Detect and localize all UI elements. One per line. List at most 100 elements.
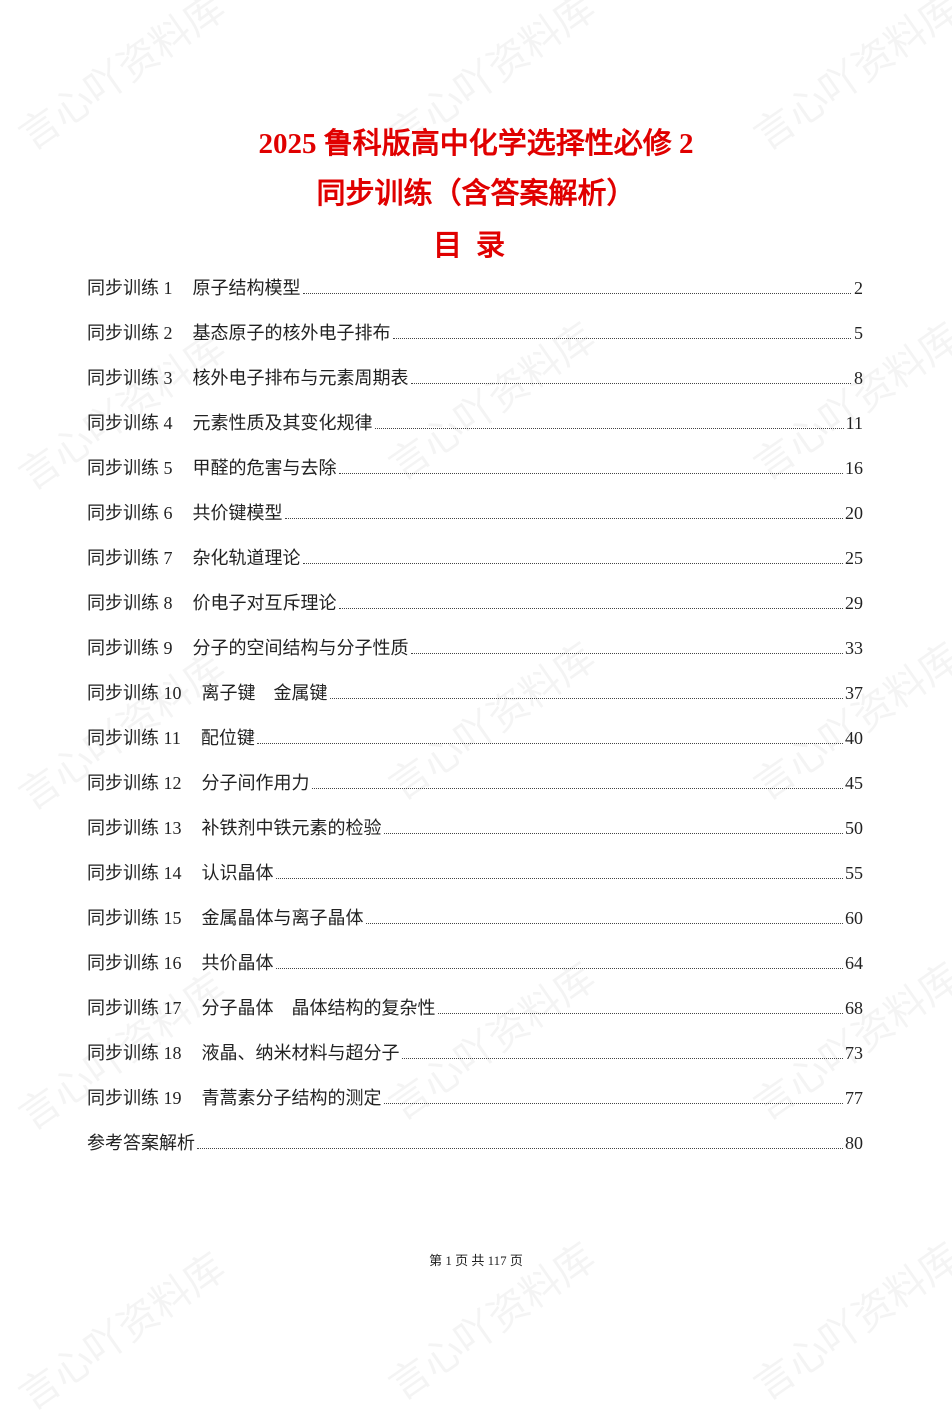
- toc-entry[interactable]: 同步训练 6 共价键模型 20: [87, 499, 863, 544]
- toc-entry[interactable]: 同步训练 10 离子键 金属键 37: [87, 679, 863, 724]
- toc-entry[interactable]: 同步训练 8 价电子对互斥理论 29: [87, 589, 863, 634]
- toc-entry-page: 80: [845, 1133, 863, 1153]
- toc-entry-page: 20: [845, 503, 863, 523]
- toc-dot-leader: [329, 698, 843, 699]
- toc-entry-title: 价电子对互斥理论: [192, 593, 337, 613]
- toc-dot-leader: [256, 743, 843, 744]
- toc-entry-page: 68: [845, 998, 863, 1018]
- toc-entry-page: 8: [854, 368, 863, 388]
- toc-entry-number: 同步训练 8: [87, 593, 173, 613]
- toc-entry-number: 同步训练 12: [87, 773, 182, 793]
- toc-entry-page: 60: [845, 908, 863, 928]
- toc-entry-page: 29: [845, 593, 863, 613]
- toc-entry-title: 分子间作用力: [201, 773, 310, 793]
- toc-entry-number: 同步训练 17: [87, 998, 182, 1018]
- toc-dot-leader: [275, 878, 843, 879]
- toc-entry-number: 同步训练 5: [87, 458, 173, 478]
- toc-entry[interactable]: 同步训练 3 核外电子排布与元素周期表 8: [87, 364, 863, 409]
- toc-entry[interactable]: 同步训练 15 金属晶体与离子晶体 60: [87, 904, 863, 949]
- toc-entry-title: 共价键模型: [192, 503, 283, 523]
- toc-entry[interactable]: 同步训练 19 青蒿素分子结构的测定 77: [87, 1084, 863, 1129]
- toc-dot-leader: [197, 1148, 843, 1149]
- toc-entry-number: 同步训练 1: [87, 278, 173, 298]
- toc-entry-title: 液晶、纳米材料与超分子: [201, 1043, 400, 1063]
- toc-entry-page: 50: [845, 818, 863, 838]
- toc-entry[interactable]: 同步训练 4 元素性质及其变化规律 11: [87, 409, 863, 454]
- toc-entry-number: 同步训练 2: [87, 323, 173, 343]
- toc-entry-page: 5: [854, 323, 863, 343]
- toc-dot-leader: [410, 383, 851, 384]
- toc-entry[interactable]: 同步训练 1 原子结构模型 2: [87, 274, 863, 319]
- toc-entry-number: 同步训练 13: [87, 818, 182, 838]
- toc-entry-page: 73: [845, 1043, 863, 1063]
- toc-entry-number: 同步训练 18: [87, 1043, 182, 1063]
- toc-entry-title: 甲醛的危害与去除: [192, 458, 337, 478]
- toc-entry-title: 原子结构模型: [192, 278, 301, 298]
- toc-entry-page: 37: [845, 683, 863, 703]
- toc-entry-page: 64: [845, 953, 863, 973]
- toc-entry-number: 同步训练 9: [87, 638, 173, 658]
- toc-dot-leader: [302, 293, 851, 294]
- toc-entry-title: 分子晶体 晶体结构的复杂性: [201, 998, 436, 1018]
- toc-entry-number: 同步训练 19: [87, 1088, 182, 1108]
- toc-entry-number: 同步训练 4: [87, 413, 173, 433]
- toc-dot-leader: [338, 608, 843, 609]
- table-of-contents: 同步训练 1 原子结构模型 2 同步训练 2 基态原子的核外电子排布 5 同步训练 3 核外电…: [87, 274, 863, 1174]
- page-footer: 第 1 页 共 117 页: [429, 1253, 523, 1268]
- toc-entry-title: 青蒿素分子结构的测定: [201, 1088, 382, 1108]
- document-title: 2025 鲁科版高中化学选择性必修 2: [258, 128, 694, 160]
- toc-entry-number: 同步训练 3: [87, 368, 173, 388]
- toc-dot-leader: [437, 1013, 843, 1014]
- toc-entry-number: 同步训练 16: [87, 953, 182, 973]
- toc-entry[interactable]: 同步训练 14 认识晶体 55: [87, 859, 863, 904]
- document-subtitle: 同步训练（含答案解析）: [316, 178, 636, 210]
- toc-entry-title: 金属晶体与离子晶体: [201, 908, 364, 928]
- toc-dot-leader: [275, 968, 843, 969]
- toc-dot-leader: [401, 1058, 843, 1059]
- toc-entry-number: 同步训练 7: [87, 548, 173, 568]
- toc-entry[interactable]: 同步训练 11 配位键 40: [87, 724, 863, 769]
- toc-entry-page: 77: [845, 1088, 863, 1108]
- toc-entry[interactable]: 同步训练 9 分子的空间结构与分子性质 33: [87, 634, 863, 679]
- toc-entry-title: 参考答案解析: [87, 1133, 195, 1153]
- toc-entry-number: 同步训练 11: [87, 728, 181, 748]
- toc-entry[interactable]: 参考答案解析 80: [87, 1129, 863, 1174]
- toc-entry-title: 元素性质及其变化规律: [192, 413, 373, 433]
- toc-entry[interactable]: 同步训练 7 杂化轨道理论 25: [87, 544, 863, 589]
- toc-entry[interactable]: 同步训练 2 基态原子的核外电子排布 5: [87, 319, 863, 364]
- toc-entry[interactable]: 同步训练 18 液晶、纳米材料与超分子 73: [87, 1039, 863, 1084]
- toc-entry-number: 同步训练 6: [87, 503, 173, 523]
- toc-entry[interactable]: 同步训练 13 补铁剂中铁元素的检验 50: [87, 814, 863, 859]
- toc-entry-page: 25: [845, 548, 863, 568]
- toc-entry-title: 分子的空间结构与分子性质: [192, 638, 409, 658]
- toc-entry-title: 补铁剂中铁元素的检验: [201, 818, 382, 838]
- toc-entry-title: 基态原子的核外电子排布: [192, 323, 391, 343]
- toc-entry-title: 共价晶体: [201, 953, 274, 973]
- toc-entry-number: 同步训练 14: [87, 863, 182, 883]
- toc-entry-page: 55: [845, 863, 863, 883]
- toc-dot-leader: [302, 563, 843, 564]
- toc-dot-leader: [365, 923, 843, 924]
- toc-dot-leader: [392, 338, 851, 339]
- toc-entry-title: 配位键: [200, 728, 255, 748]
- toc-entry-title: 核外电子排布与元素周期表: [192, 368, 409, 388]
- toc-entry[interactable]: 同步训练 5 甲醛的危害与去除 16: [87, 454, 863, 499]
- toc-dot-leader: [284, 518, 843, 519]
- toc-dot-leader: [383, 833, 843, 834]
- toc-entry-page: 33: [845, 638, 863, 658]
- toc-entry[interactable]: 同步训练 12 分子间作用力 45: [87, 769, 863, 814]
- toc-dot-leader: [410, 653, 843, 654]
- toc-entry-page: 11: [845, 413, 863, 433]
- toc-entry-page: 16: [845, 458, 863, 478]
- toc-entry[interactable]: 同步训练 17 分子晶体 晶体结构的复杂性 68: [87, 994, 863, 1039]
- toc-entry-page: 40: [845, 728, 863, 748]
- toc-entry-number: 同步训练 10: [87, 683, 182, 703]
- toc-entry-number: 同步训练 15: [87, 908, 182, 928]
- toc-entry-title: 杂化轨道理论: [192, 548, 301, 568]
- toc-entry-title: 认识晶体: [201, 863, 274, 883]
- toc-entry[interactable]: 同步训练 16 共价晶体 64: [87, 949, 863, 994]
- toc-entry-page: 45: [845, 773, 863, 793]
- toc-dot-leader: [374, 428, 844, 429]
- toc-dot-leader: [311, 788, 843, 789]
- toc-entry-page: 2: [854, 278, 863, 298]
